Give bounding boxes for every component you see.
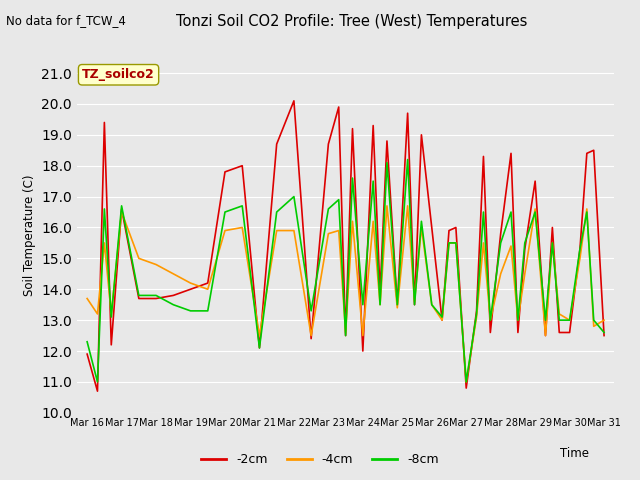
Legend: -2cm, -4cm, -8cm: -2cm, -4cm, -8cm	[196, 448, 444, 471]
Text: Time: Time	[560, 447, 589, 460]
Text: TZ_soilco2: TZ_soilco2	[82, 68, 155, 81]
Text: No data for f_TCW_4: No data for f_TCW_4	[6, 14, 126, 27]
Y-axis label: Soil Temperature (C): Soil Temperature (C)	[22, 174, 35, 296]
Text: Tonzi Soil CO2 Profile: Tree (West) Temperatures: Tonzi Soil CO2 Profile: Tree (West) Temp…	[176, 14, 528, 29]
